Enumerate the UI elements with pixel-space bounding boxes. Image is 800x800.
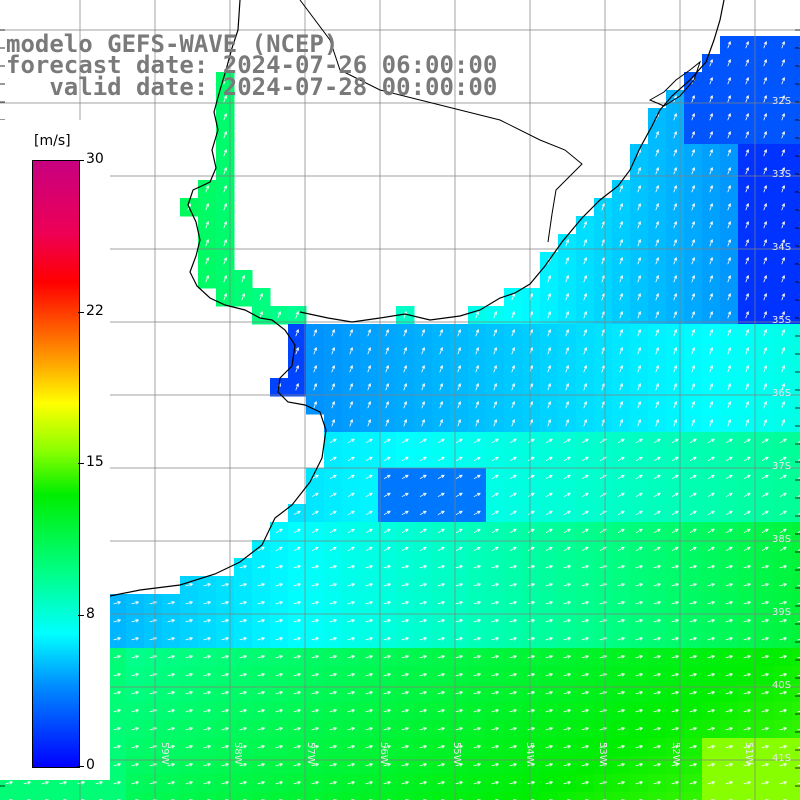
lat-label: 39S [772,607,791,618]
valid-date: valid date: 2024-07-28 00:00:00 [6,73,498,101]
colorbar [32,160,80,768]
lat-label: 40S [772,680,791,691]
lon-label: 52W [670,742,681,765]
colorbar-tick-mark [78,311,84,313]
colorbar-tick-mark [78,614,84,616]
colorbar-unit: [m/s] [34,133,71,149]
lon-label: 58W [232,742,243,765]
lat-label: 37S [772,461,791,472]
lon-label: 59W [159,742,170,765]
lat-label: 36S [772,388,791,399]
lat-label: 35S [772,315,791,326]
lon-label: 56W [378,742,389,765]
uruguay-border [299,0,583,243]
lagoa-mirim [648,60,702,107]
lat-label: 38S [772,534,791,545]
river-plate-north-shore [299,0,725,323]
lat-label: 34S [772,242,791,253]
colorbar-tick-label: 15 [86,454,104,470]
lon-label: 53W [597,742,608,765]
colorbar-tick-label: 22 [86,302,104,319]
lat-label: 32S [772,96,791,107]
lon-label: 57W [305,742,316,765]
lon-label: 51W [743,742,754,765]
colorbar-tick-mark [78,160,84,161]
lat-label: 41S [772,753,791,764]
colorbar-tick-mark [78,766,84,767]
map-title: modelo GEFS-WAVE (NCEP) [6,30,339,58]
colorbar-tick-mark [78,463,84,464]
colorbar-tick-label: 30 [86,151,104,167]
colorbar-tick-label: 8 [86,605,95,622]
forecast-date: forecast date: 2024-07-26 06:00:00 [6,51,498,79]
lat-label: 33S [772,169,791,180]
lon-label: 54W [524,742,535,765]
lon-label: 55W [451,742,462,765]
coastline [0,0,327,613]
colorbar-tick-label: 0 [86,757,95,773]
